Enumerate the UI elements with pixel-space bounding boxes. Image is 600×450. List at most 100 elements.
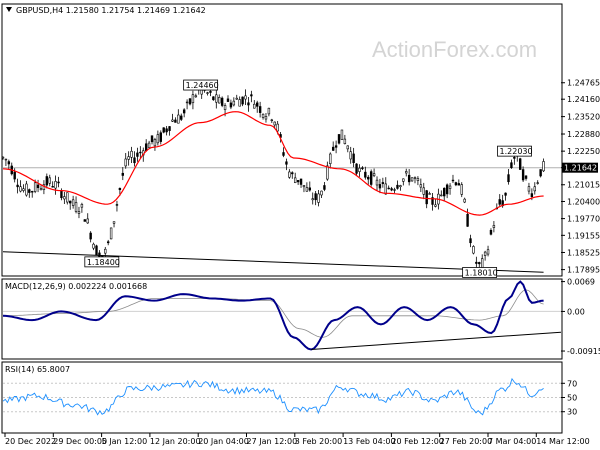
rsi-y-tick-label: 70 [567, 379, 577, 388]
candle-body [185, 101, 189, 104]
price-y-tick-label: 1.19155 [567, 231, 600, 240]
candle-body [109, 227, 113, 240]
candle-body [486, 249, 490, 255]
candle-body [355, 163, 358, 174]
candle-body [361, 167, 364, 170]
candlestick-series [1, 80, 545, 275]
rsi-y-tick-label: 30 [567, 408, 577, 417]
moving-average-series [2, 111, 544, 216]
candle-body [104, 248, 107, 254]
candle-body [4, 158, 8, 161]
candle-body [57, 181, 60, 184]
candle-body [384, 183, 387, 195]
candle-body [71, 199, 75, 206]
x-tick-label: 20 Feb 12:00 [391, 437, 443, 446]
candle-body [182, 109, 186, 114]
candle-body [250, 94, 253, 97]
candle-body [80, 204, 84, 208]
candle-body [218, 97, 221, 104]
price-y-tick-label: 1.18525 [567, 248, 600, 257]
candle-body [492, 225, 496, 228]
candle-body [127, 156, 130, 160]
candle-body [358, 167, 361, 172]
candle-body [536, 182, 539, 184]
x-tick-label: 27 Feb 20:00 [440, 437, 492, 446]
candle-body [19, 186, 22, 192]
candle-body [282, 152, 285, 156]
candle-body [469, 238, 472, 244]
candle-body [288, 171, 291, 178]
candle-body [220, 97, 224, 106]
candle-body [381, 182, 385, 184]
candle-body [33, 182, 37, 192]
candle-body [206, 92, 209, 94]
moving-average-line [2, 111, 544, 216]
candle-body [270, 119, 274, 122]
candle-body [159, 132, 162, 142]
candle-body [177, 114, 180, 124]
candle-body [209, 91, 212, 93]
watermark: ActionForex.com [372, 37, 537, 62]
candle-body [153, 139, 157, 147]
candle-body [253, 103, 256, 109]
candle-body [305, 187, 309, 192]
candle-body [51, 186, 54, 188]
candle-body [136, 152, 139, 157]
current-price-label: 1.21642 [564, 164, 597, 173]
candle-body [188, 98, 192, 105]
candle-body [364, 171, 367, 178]
candle-body [372, 173, 376, 177]
candle-body [212, 96, 215, 101]
price-y-tick-label: 1.17895 [567, 266, 600, 275]
annotation-label: 1.24460 [186, 81, 219, 90]
rsi-y-axis: 70 50 30 [561, 379, 577, 417]
candle-body [156, 134, 160, 144]
candle-body [475, 261, 478, 264]
rsi-header: RSI(14) 65.8007 [5, 365, 70, 374]
macd-y-tick-label: 0.00 [567, 307, 585, 316]
x-tick-label: 29 Dec 00:00 [53, 437, 107, 446]
candle-body [267, 107, 271, 115]
x-tick-label: 20 Dec 2022 [5, 437, 56, 446]
x-tick-label: 20 Jan 04:00 [198, 437, 249, 446]
candle-body [180, 115, 183, 120]
candle-body [276, 123, 279, 132]
candle-body [331, 146, 335, 151]
candle-body [165, 128, 168, 133]
candle-body [118, 187, 122, 191]
candle-body [291, 172, 294, 175]
macd-header: MACD(12,26,9) 0.002224 0.001668 [5, 282, 147, 291]
candle-body [191, 94, 195, 104]
candle-body [539, 169, 542, 177]
macd-series [2, 280, 562, 351]
candle-body [340, 129, 344, 140]
candle-body [390, 188, 393, 191]
candle-body [311, 198, 314, 201]
candle-body [54, 181, 57, 189]
candle-body [112, 221, 116, 224]
candle-body [317, 193, 320, 203]
candle-body [215, 94, 218, 103]
price-panel [1, 3, 563, 277]
candle-body [407, 174, 411, 183]
candle-body [235, 97, 238, 100]
candle-body [393, 189, 396, 191]
price-trendline [2, 251, 544, 273]
x-tick-label: 5 Jan 12:00 [102, 437, 148, 446]
price-y-tick-label: 1.23520 [567, 113, 600, 122]
candle-body [422, 187, 425, 195]
price-y-tick-label: 1.24765 [567, 79, 600, 88]
candle-body [337, 134, 341, 144]
candle-body [518, 158, 522, 170]
candle-body [399, 185, 402, 188]
annotation-box [84, 256, 120, 268]
candle-body [296, 180, 300, 183]
rsi-line [2, 377, 544, 416]
candle-body [463, 198, 466, 203]
candle-body [238, 99, 241, 107]
macd-y-axis: 0.0069 0.00 -0.009158 [561, 278, 600, 356]
candle-body [7, 161, 11, 165]
rsi-series [2, 377, 561, 416]
candle-body [16, 184, 19, 188]
